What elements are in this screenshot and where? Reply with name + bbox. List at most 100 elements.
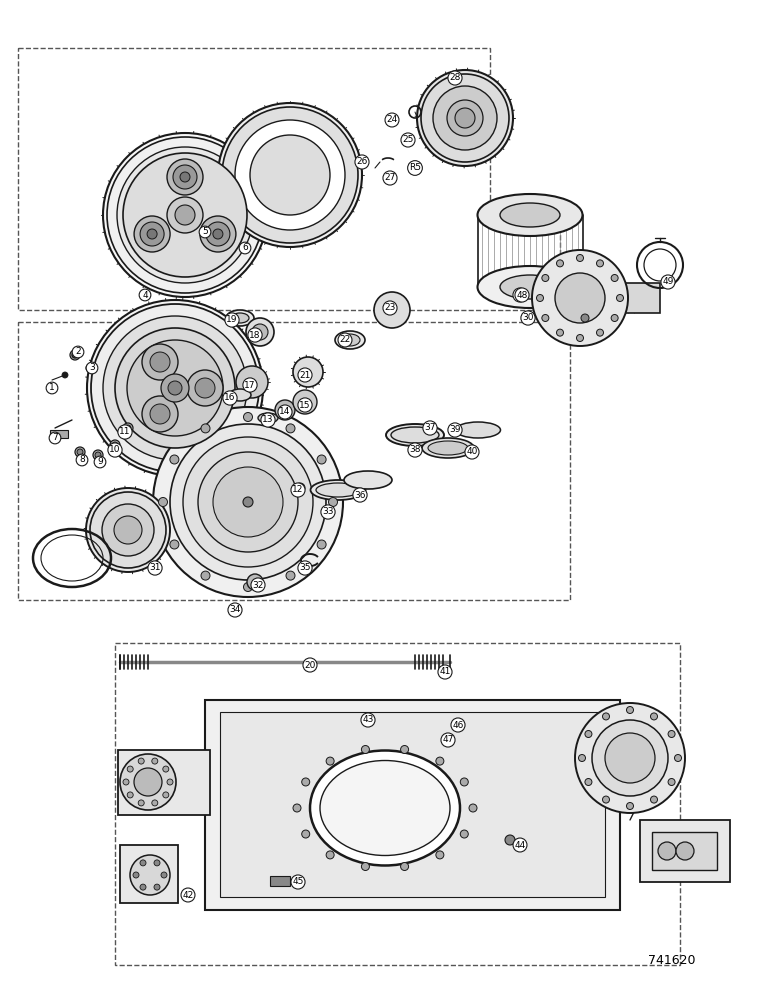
Text: 45: 45: [293, 878, 303, 886]
Text: 741620: 741620: [648, 954, 696, 966]
Circle shape: [222, 107, 358, 243]
Circle shape: [213, 467, 283, 537]
Circle shape: [246, 318, 274, 346]
Ellipse shape: [316, 483, 360, 497]
Circle shape: [77, 449, 83, 455]
Circle shape: [361, 746, 370, 754]
Text: 20: 20: [304, 660, 316, 670]
Bar: [640, 820, 730, 882]
Circle shape: [161, 374, 189, 402]
Text: 36: 36: [354, 490, 366, 499]
Text: 14: 14: [279, 408, 291, 416]
Text: 15: 15: [300, 400, 311, 410]
Ellipse shape: [231, 313, 249, 323]
Circle shape: [575, 703, 685, 813]
Circle shape: [153, 407, 343, 597]
Text: 3: 3: [89, 363, 95, 372]
Circle shape: [158, 497, 168, 506]
Circle shape: [154, 860, 160, 866]
Circle shape: [95, 452, 101, 458]
Text: 1: 1: [49, 383, 55, 392]
Ellipse shape: [478, 266, 583, 308]
Circle shape: [302, 830, 310, 838]
Circle shape: [250, 135, 330, 215]
Text: 31: 31: [149, 564, 161, 572]
Circle shape: [235, 120, 345, 230]
Ellipse shape: [478, 194, 583, 236]
Circle shape: [102, 504, 154, 556]
Circle shape: [553, 286, 577, 310]
Circle shape: [201, 571, 210, 580]
Circle shape: [134, 768, 162, 796]
Circle shape: [93, 450, 103, 460]
Text: 40: 40: [466, 448, 478, 456]
Circle shape: [329, 497, 337, 506]
Circle shape: [317, 540, 326, 549]
Text: 37: 37: [425, 424, 435, 432]
Ellipse shape: [310, 480, 365, 500]
Text: 18: 18: [249, 330, 261, 340]
Circle shape: [243, 412, 252, 422]
Circle shape: [326, 757, 334, 765]
Circle shape: [602, 796, 610, 803]
Circle shape: [72, 352, 78, 358]
Text: 9: 9: [97, 458, 103, 466]
Circle shape: [150, 352, 170, 372]
Text: 2: 2: [75, 348, 81, 357]
Text: 23: 23: [384, 304, 396, 312]
Text: 38: 38: [409, 446, 421, 454]
Circle shape: [187, 370, 223, 406]
Circle shape: [125, 425, 131, 431]
Text: 4: 4: [142, 290, 147, 300]
Circle shape: [117, 147, 253, 283]
Ellipse shape: [386, 424, 444, 446]
Circle shape: [436, 851, 444, 859]
Text: 17: 17: [244, 380, 256, 389]
Circle shape: [123, 153, 247, 277]
Text: 34: 34: [229, 605, 241, 614]
Circle shape: [86, 364, 94, 372]
Circle shape: [133, 872, 139, 878]
Bar: [118, 750, 210, 815]
Text: 21: 21: [300, 370, 310, 379]
Circle shape: [120, 754, 176, 810]
Circle shape: [140, 884, 146, 890]
Circle shape: [173, 165, 197, 189]
Ellipse shape: [422, 438, 474, 458]
Text: 24: 24: [386, 115, 398, 124]
Circle shape: [293, 804, 301, 812]
Text: 35: 35: [300, 564, 311, 572]
Ellipse shape: [500, 203, 560, 227]
Circle shape: [542, 314, 549, 322]
Text: 48: 48: [516, 290, 528, 300]
Circle shape: [505, 835, 515, 845]
Circle shape: [542, 274, 549, 282]
Circle shape: [123, 423, 133, 433]
Circle shape: [286, 571, 295, 580]
Text: 30: 30: [522, 314, 533, 322]
Circle shape: [112, 442, 118, 448]
Circle shape: [557, 329, 564, 336]
Circle shape: [123, 779, 129, 785]
Circle shape: [183, 437, 313, 567]
Circle shape: [154, 884, 160, 890]
Circle shape: [180, 172, 190, 182]
Circle shape: [592, 720, 668, 796]
Circle shape: [152, 758, 157, 764]
Circle shape: [658, 842, 676, 860]
Circle shape: [90, 492, 166, 568]
Circle shape: [127, 792, 134, 798]
Circle shape: [147, 229, 157, 239]
Ellipse shape: [455, 422, 500, 438]
Text: 32: 32: [252, 580, 264, 589]
Circle shape: [140, 860, 146, 866]
Circle shape: [605, 733, 655, 783]
Circle shape: [460, 778, 469, 786]
Circle shape: [175, 205, 195, 225]
Text: 49: 49: [662, 277, 674, 286]
Circle shape: [460, 830, 469, 838]
Ellipse shape: [391, 427, 439, 443]
Circle shape: [86, 488, 170, 572]
Circle shape: [401, 746, 408, 754]
Circle shape: [198, 452, 298, 552]
